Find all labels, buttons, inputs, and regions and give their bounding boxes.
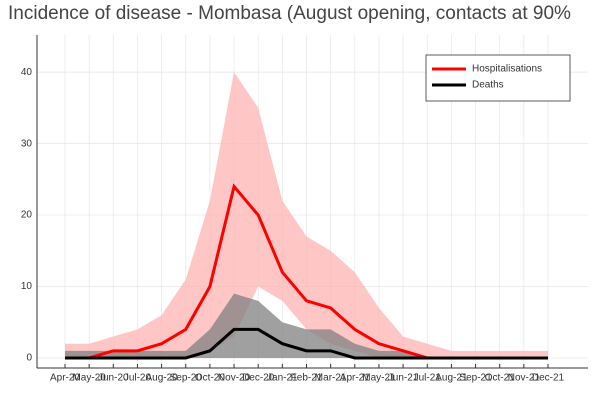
- x-tick-label: Jul-20: [124, 373, 152, 384]
- y-tick-label: 0: [26, 353, 32, 364]
- x-tick-label: May-20: [72, 373, 106, 384]
- x-tick-label: Sep-20: [170, 373, 203, 384]
- legend-label: Deaths: [472, 80, 504, 91]
- x-tick-label: Dec-21: [532, 373, 565, 384]
- x-tick-label: Feb-21: [291, 373, 323, 384]
- x-tick-label: Dec-20: [242, 373, 275, 384]
- y-tick-label: 30: [21, 138, 33, 149]
- y-tick-label: 20: [21, 210, 33, 221]
- x-tick-label: Apr-21: [340, 373, 370, 384]
- y-tick-label: 40: [21, 67, 33, 78]
- y-tick-label: 10: [21, 281, 33, 292]
- legend-box: [425, 54, 571, 102]
- x-tick-label: Jul-21: [414, 373, 442, 384]
- line: [65, 327, 548, 360]
- x-tick-label: Apr-20: [50, 373, 80, 384]
- x-tick-label: Jun-21: [388, 373, 419, 384]
- x-tick-label: May-21: [362, 373, 396, 384]
- x-tick-label: Sep-21: [459, 373, 492, 384]
- x-tick-label: Mar-21: [315, 373, 347, 384]
- x-tick-label: Aug-20: [145, 373, 178, 384]
- x-tick-label: Oct-20: [195, 373, 225, 384]
- chart-title: Incidence of disease - Mombasa (August o…: [8, 3, 571, 24]
- band: [65, 72, 548, 358]
- x-tick-label: Jan-21: [267, 373, 298, 384]
- x-tick-label: Aug-21: [435, 373, 468, 384]
- x-tick-label: Nov-21: [508, 373, 541, 384]
- x-tick-label: Jun-20: [98, 373, 129, 384]
- x-tick-label: Nov-20: [218, 373, 251, 384]
- x-tick-label: Oct-21: [485, 373, 515, 384]
- legend-label: Hospitalisations: [472, 64, 542, 75]
